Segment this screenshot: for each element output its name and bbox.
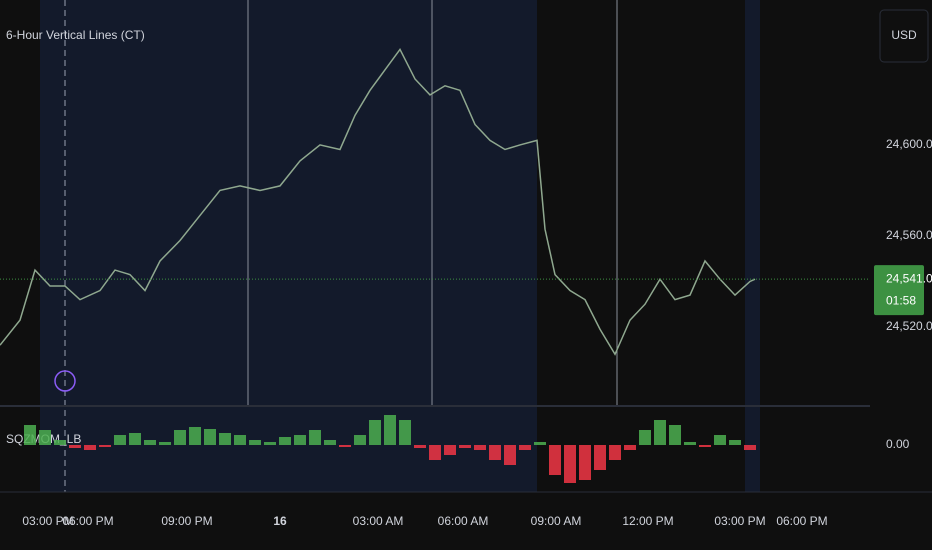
momentum-bar [129, 433, 141, 445]
event-marker[interactable] [54, 370, 76, 392]
x-tick-label: 03:00 AM [353, 514, 404, 528]
momentum-bar [234, 435, 246, 445]
momentum-bar [654, 420, 666, 445]
momentum-bar [69, 445, 81, 448]
momentum-bar [144, 440, 156, 445]
momentum-bar [459, 445, 471, 448]
momentum-bar [534, 442, 546, 445]
momentum-bar [684, 442, 696, 445]
momentum-bar [564, 445, 576, 483]
momentum-bar [339, 445, 351, 447]
momentum-bar [594, 445, 606, 470]
momentum-bar [624, 445, 636, 450]
momentum-bar [474, 445, 486, 450]
momentum-bar [669, 425, 681, 445]
momentum-bar [159, 442, 171, 445]
momentum-bar [249, 440, 261, 445]
momentum-bar [744, 445, 756, 450]
x-tick-label: 06:00 AM [438, 514, 489, 528]
x-tick-label: 03:00 PM [714, 514, 765, 528]
momentum-bar [429, 445, 441, 460]
session-shade [40, 0, 537, 492]
momentum-bar [279, 437, 291, 445]
momentum-bar [39, 430, 51, 445]
last-price-label: 24,541.00 [886, 271, 932, 285]
momentum-bar [504, 445, 516, 465]
x-tick-label: 03:00 PM [22, 514, 73, 528]
y-tick-label: 24,520.00 [886, 319, 932, 333]
momentum-bar [714, 435, 726, 445]
x-tick-label: 09:00 AM [531, 514, 582, 528]
momentum-bar [729, 440, 741, 445]
momentum-bar [189, 427, 201, 445]
momentum-bar [54, 440, 66, 445]
momentum-bar [219, 433, 231, 445]
momentum-bar [204, 429, 216, 445]
momentum-bar [444, 445, 456, 455]
last-price-box [874, 265, 924, 316]
chart-title: 6-Hour Vertical Lines (CT) [6, 28, 145, 42]
momentum-bar [384, 415, 396, 445]
momentum-bar [309, 430, 321, 445]
countdown: 01:58 [886, 293, 916, 307]
y-tick-label: 24,600.00 [886, 137, 932, 151]
momentum-bar [369, 420, 381, 445]
momentum-bar [114, 435, 126, 445]
momentum-bar [99, 445, 111, 447]
momentum-bar [699, 445, 711, 447]
momentum-bar [549, 445, 561, 475]
x-tick-label: 09:00 PM [161, 514, 212, 528]
momentum-bar [324, 440, 336, 445]
currency-label: USD [891, 28, 917, 42]
momentum-bar [399, 420, 411, 445]
momentum-bar [84, 445, 96, 450]
currency-button[interactable] [879, 9, 929, 63]
x-tick-label: 06:00 PM [776, 514, 827, 528]
x-tick-label: 06:00 PM [62, 514, 113, 528]
momentum-bar [294, 435, 306, 445]
momentum-bar [174, 430, 186, 445]
y-tick-label: 24,560.00 [886, 228, 932, 242]
price-line [0, 47, 756, 356]
session-shade [745, 0, 760, 492]
momentum-bar [579, 445, 591, 480]
momentum-bar [264, 442, 276, 445]
momentum-bar [519, 445, 531, 450]
momentum-bar [414, 445, 426, 448]
momentum-bar [24, 425, 36, 445]
momentum-bar [354, 435, 366, 445]
momentum-bar [639, 430, 651, 445]
y-tick-label: 0.00 [886, 437, 910, 451]
momentum-bar [609, 445, 621, 460]
momentum-bar [489, 445, 501, 460]
x-tick-label: 12:00 PM [622, 514, 673, 528]
x-tick-label: 16 [273, 514, 287, 528]
